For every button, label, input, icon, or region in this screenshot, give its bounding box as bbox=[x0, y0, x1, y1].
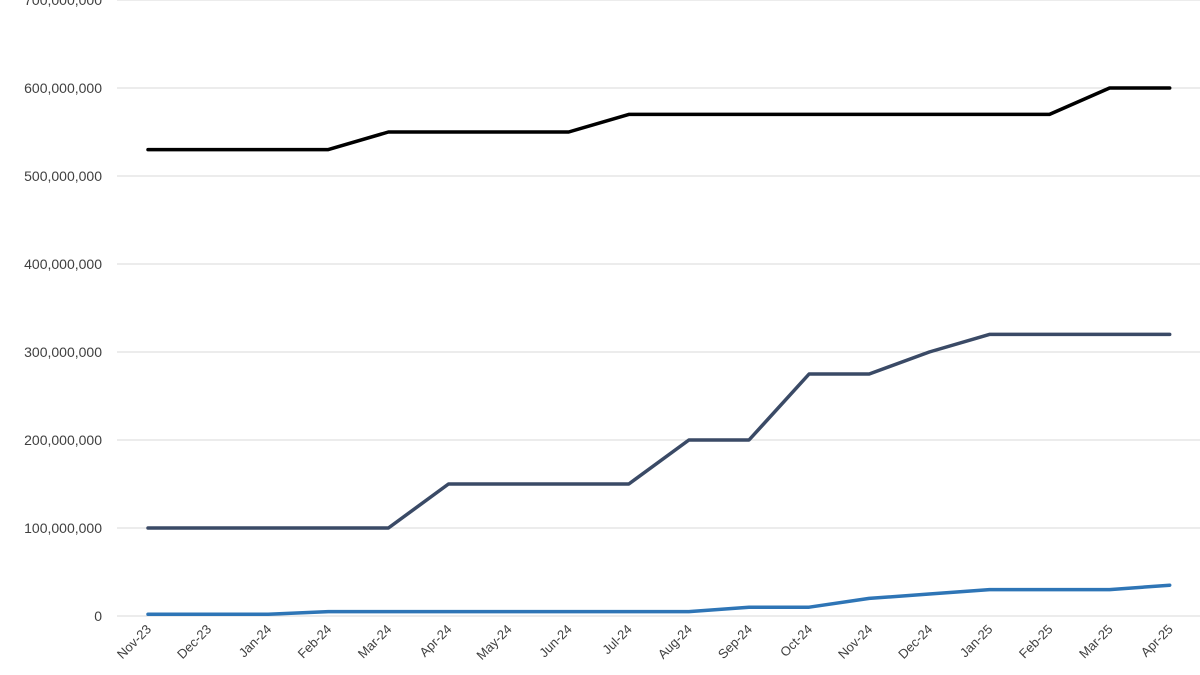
x-tick-label: Jun-24 bbox=[536, 622, 575, 661]
x-tick-label: Jan-24 bbox=[236, 622, 275, 661]
x-tick-label: Oct-24 bbox=[777, 622, 815, 660]
series-line-3 bbox=[146, 583, 1172, 616]
x-tick-label: May-24 bbox=[473, 622, 514, 663]
x-tick-label: Dec-23 bbox=[174, 622, 214, 662]
x-tick-label: Apr-24 bbox=[416, 622, 454, 660]
x-tick-label: Mar-25 bbox=[1076, 622, 1116, 662]
x-axis-tick-labels: Nov-23 Dec-23 Jan-24 Feb-24 Mar-24 Apr-24 May-… bbox=[114, 622, 1176, 663]
x-tick-label: Sep-24 bbox=[715, 622, 755, 662]
x-tick-label: Feb-24 bbox=[295, 622, 335, 662]
y-tick-label: 500,000,000 bbox=[24, 168, 102, 184]
x-tick-label: Apr-25 bbox=[1138, 622, 1176, 660]
x-tick-label: Feb-25 bbox=[1016, 622, 1056, 662]
y-axis-tick-labels: 0 100,000,000 200,000,000 300,000,000 400,00… bbox=[24, 0, 102, 624]
y-tick-label: 200,000,000 bbox=[24, 432, 102, 448]
gridlines bbox=[117, 0, 1200, 617]
y-tick-label: 0 bbox=[94, 608, 102, 624]
y-tick-label: 600,000,000 bbox=[24, 80, 102, 96]
x-tick-label: Nov-23 bbox=[114, 622, 154, 662]
x-tick-label: Jan-25 bbox=[957, 622, 996, 661]
x-tick-label: Nov-24 bbox=[835, 622, 875, 662]
x-tick-label: Dec-24 bbox=[895, 622, 935, 662]
series-line-2 bbox=[146, 332, 1172, 530]
x-tick-label: Mar-24 bbox=[355, 622, 395, 662]
series-lines bbox=[146, 86, 1172, 616]
y-tick-label: 100,000,000 bbox=[24, 520, 102, 536]
y-tick-label: 300,000,000 bbox=[24, 344, 102, 360]
series-line-1 bbox=[146, 86, 1172, 152]
y-tick-label: 400,000,000 bbox=[24, 256, 102, 272]
x-tick-label: Jul-24 bbox=[599, 622, 635, 658]
x-tick-label: Aug-24 bbox=[655, 622, 695, 662]
y-tick-label: 700,000,000 bbox=[24, 0, 102, 8]
